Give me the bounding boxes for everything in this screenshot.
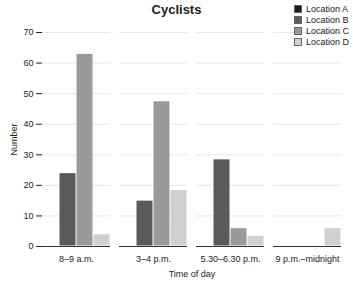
svg-text:10: 10	[23, 211, 33, 221]
svg-text:70: 70	[23, 27, 33, 37]
svg-text:50: 50	[23, 89, 33, 99]
svg-text:30: 30	[23, 150, 33, 160]
html-text:Location B: Location B	[306, 14, 349, 25]
svg-text:9 p.m.–midnight: 9 p.m.–midnight	[275, 254, 340, 264]
html-text:Location D: Location D	[306, 36, 349, 47]
svg-text:5.30–6.30 p.m.: 5.30–6.30 p.m.	[200, 254, 260, 264]
html-text:Cyclists: Cyclists	[151, 2, 202, 17]
svg-text:0: 0	[28, 241, 33, 251]
svg-text:Number: Number	[9, 123, 19, 155]
svg-text:60: 60	[23, 58, 33, 68]
svg-text:Time of day: Time of day	[169, 269, 216, 279]
svg-text:8–9 a.m.: 8–9 a.m.	[59, 254, 94, 264]
html-text:Location C: Location C	[306, 25, 349, 36]
svg-text:20: 20	[23, 180, 33, 190]
svg-text:40: 40	[23, 119, 33, 129]
svg-text:3–4 p.m.: 3–4 p.m.	[136, 254, 171, 264]
html-text:Location A: Location A	[306, 3, 348, 14]
